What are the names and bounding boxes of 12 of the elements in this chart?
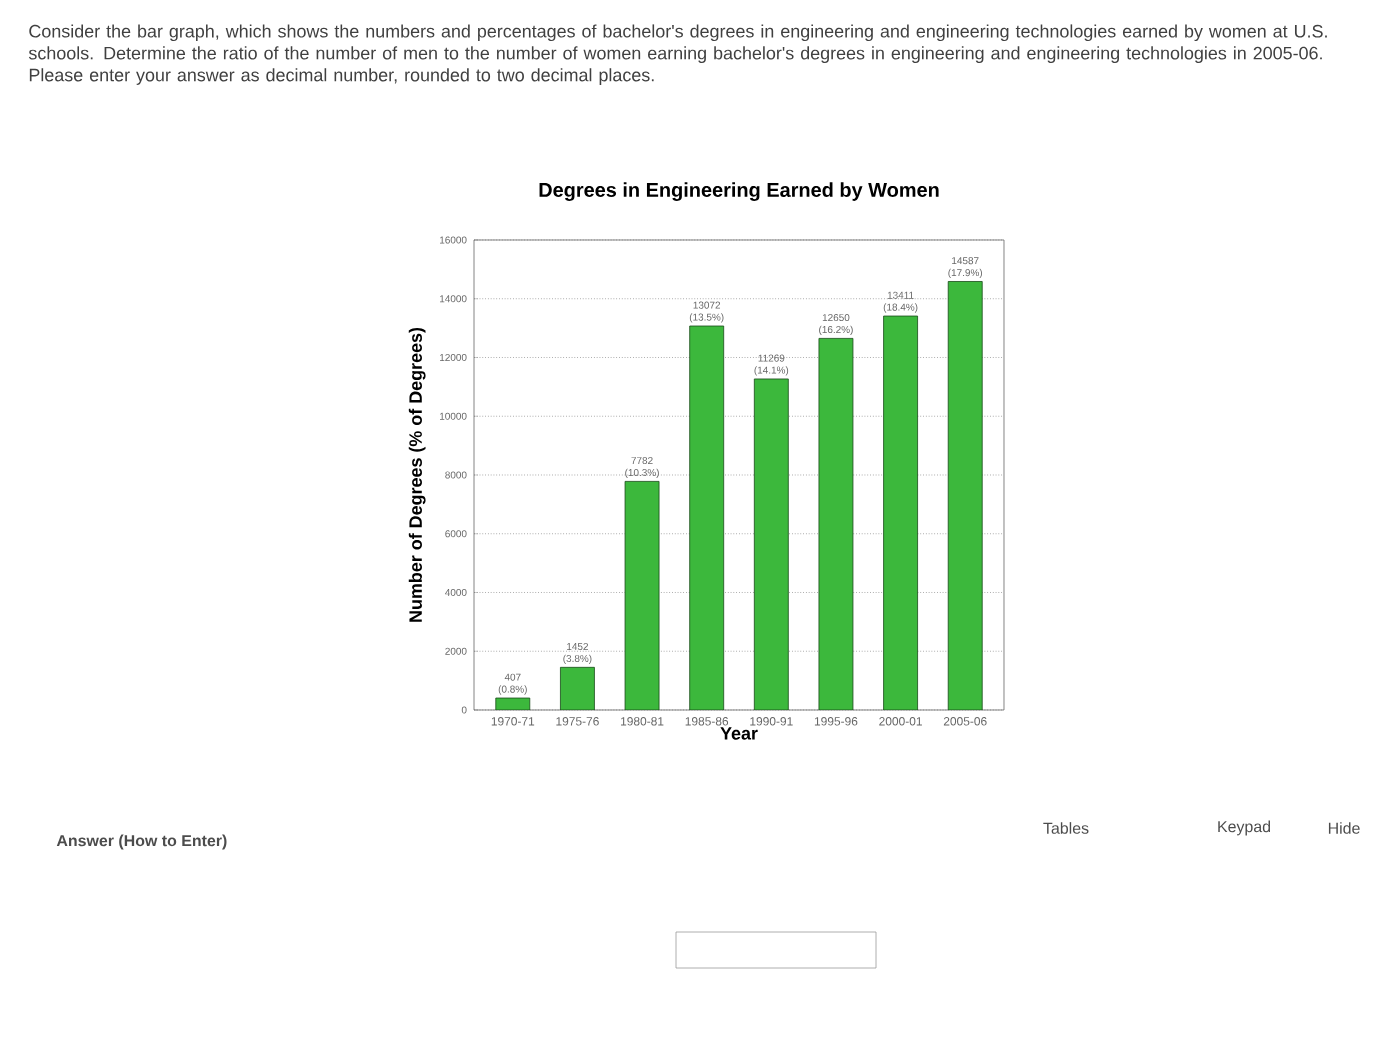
bar	[560, 666, 595, 710]
y-axis-title: Number of Degrees (% of Degrees)	[408, 327, 426, 622]
bar	[753, 378, 789, 710]
text: Consider the bar graph, which shows the numbers and percentages of bachelor's degrees in engineering and engineering technologies earned by women at U.S. schools. Determine the ratio of the number of men to the number of women earning bachelor's degrees in engineering and engineering technologies in 2005-06. Please enter your answer as decimal number, rounded to two decimal places.	[28, 24, 1327, 85]
bar	[495, 697, 531, 710]
bar	[689, 325, 725, 710]
bar	[883, 315, 918, 710]
x-axis-title: Year	[720, 727, 758, 740]
bar	[818, 338, 854, 710]
bar	[624, 481, 660, 710]
chart-title: Degrees in Engineering Earned by Women	[539, 182, 939, 201]
bar	[947, 281, 983, 710]
